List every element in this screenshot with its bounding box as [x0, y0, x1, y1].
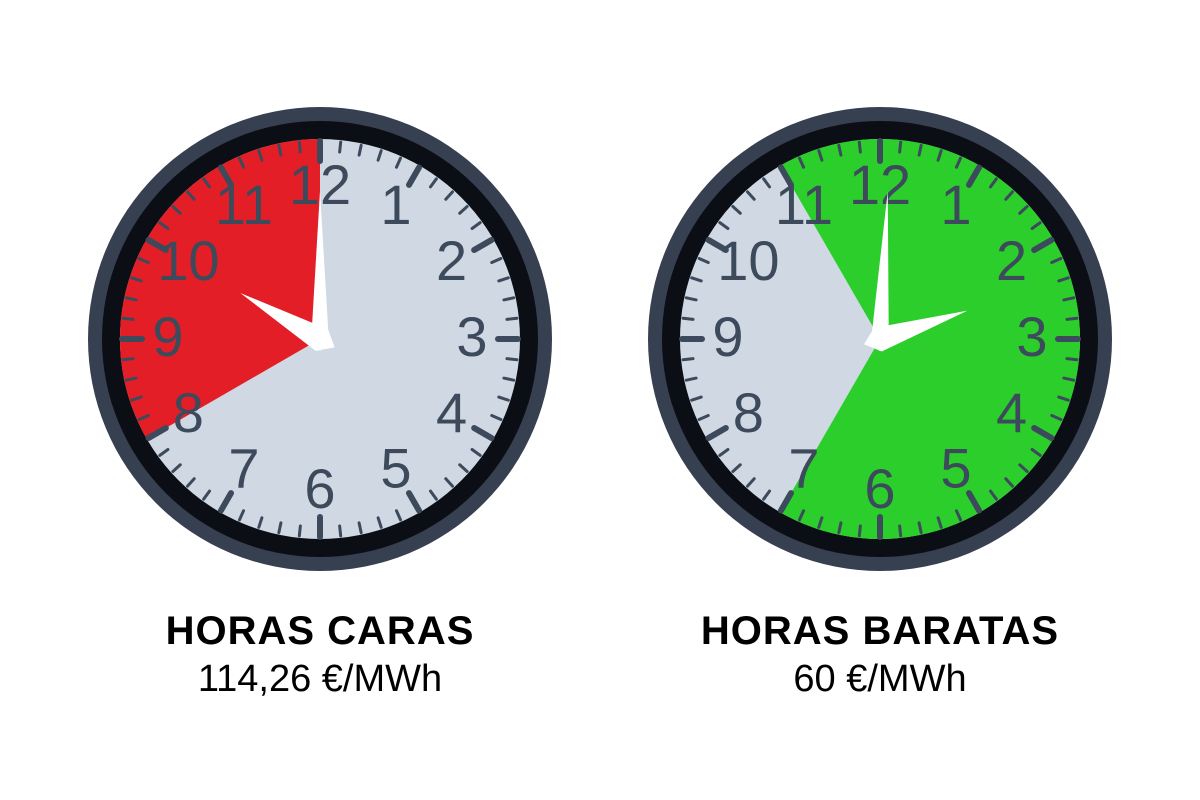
- caption-price-expensive: 114,26 €/MWh: [166, 658, 475, 701]
- clock-panel-cheap: 123456789101112HORAS BARATAS60 €/MWh: [640, 99, 1120, 701]
- numeral-2: 2: [996, 229, 1027, 292]
- numeral-9: 9: [712, 305, 743, 368]
- caption-title-expensive: HORAS CARAS: [166, 609, 475, 654]
- numeral-1: 1: [380, 173, 411, 236]
- numeral-4: 4: [436, 381, 467, 444]
- numeral-1: 1: [940, 173, 971, 236]
- numeral-3: 3: [1016, 305, 1047, 368]
- numeral-10: 10: [157, 229, 219, 292]
- numeral-8: 8: [733, 381, 764, 444]
- numeral-6: 6: [864, 457, 895, 520]
- caption-price-cheap: 60 €/MWh: [701, 658, 1059, 701]
- numeral-11: 11: [775, 173, 833, 236]
- numeral-5: 5: [380, 436, 411, 499]
- numeral-2: 2: [436, 229, 467, 292]
- numeral-4: 4: [996, 381, 1027, 444]
- caption-title-cheap: HORAS BARATAS: [701, 609, 1059, 654]
- caption-cheap: HORAS BARATAS60 €/MWh: [701, 609, 1059, 701]
- numeral-7: 7: [788, 436, 819, 499]
- numeral-5: 5: [940, 436, 971, 499]
- caption-expensive: HORAS CARAS114,26 €/MWh: [166, 609, 475, 701]
- numeral-6: 6: [304, 457, 335, 520]
- clock-cheap: 123456789101112: [640, 99, 1120, 579]
- numeral-9: 9: [152, 305, 183, 368]
- numeral-11: 11: [215, 173, 273, 236]
- clock-panel-expensive: 123456789101112HORAS CARAS114,26 €/MWh: [80, 99, 560, 701]
- numeral-3: 3: [456, 305, 487, 368]
- numeral-8: 8: [173, 381, 204, 444]
- numeral-10: 10: [717, 229, 779, 292]
- numeral-7: 7: [228, 436, 259, 499]
- numeral-12: 12: [849, 153, 911, 216]
- clock-expensive: 123456789101112: [80, 99, 560, 579]
